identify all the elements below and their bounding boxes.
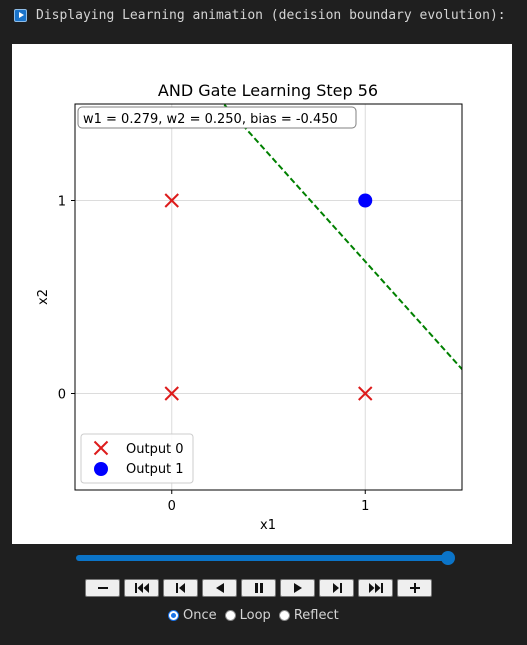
step-back-icon bbox=[175, 583, 185, 593]
frame-slider[interactable] bbox=[76, 551, 455, 565]
y-tick-label: 1 bbox=[58, 195, 66, 210]
x-axis-label: x1 bbox=[260, 518, 276, 533]
output-0-marker bbox=[358, 386, 373, 401]
next-frame-button[interactable] bbox=[319, 579, 354, 597]
weights-annotation-text: w1 = 0.279, w2 = 0.250, bias = -0.450 bbox=[83, 112, 338, 127]
once-label: Once bbox=[183, 608, 217, 623]
first-frame-button[interactable] bbox=[124, 579, 159, 597]
decrease-speed-button[interactable] bbox=[85, 579, 120, 597]
loop-radio[interactable] bbox=[224, 610, 236, 621]
output-0-marker bbox=[164, 386, 179, 401]
play-forward-icon bbox=[293, 583, 302, 593]
reflect-radio[interactable] bbox=[278, 610, 290, 621]
chart-title: AND Gate Learning Step 56 bbox=[158, 81, 378, 100]
slider-thumb[interactable] bbox=[441, 551, 455, 565]
reflect-label: Reflect bbox=[293, 608, 339, 623]
mode-once[interactable]: Once bbox=[168, 608, 217, 623]
mode-reflect[interactable]: Reflect bbox=[278, 608, 339, 623]
slider-track[interactable] bbox=[76, 555, 448, 561]
step-forward-icon bbox=[332, 583, 342, 593]
last-frame-button[interactable] bbox=[358, 579, 393, 597]
x-tick-label: 0 bbox=[168, 499, 176, 514]
figure-canvas: AND Gate Learning Step 56 0 1 0 1 x1 x2 w1 … bbox=[12, 44, 512, 544]
loop-mode-group: Once Loop Reflect bbox=[168, 608, 347, 623]
output-header: Displaying Learning animation (decision … bbox=[14, 6, 506, 24]
loop-label: Loop bbox=[239, 608, 271, 623]
plus-icon bbox=[409, 583, 420, 593]
mode-loop[interactable]: Loop bbox=[224, 608, 271, 623]
play-icon bbox=[14, 8, 27, 22]
header-text: Displaying Learning animation (decision … bbox=[36, 7, 506, 23]
weights-annotation: w1 = 0.279, w2 = 0.250, bias = -0.450 bbox=[77, 106, 357, 129]
legend-label-output-0: Output 0 bbox=[126, 442, 184, 457]
player-controls bbox=[85, 579, 432, 597]
y-axis-label: x2 bbox=[36, 289, 51, 305]
once-radio[interactable] bbox=[168, 610, 179, 621]
previous-frame-button[interactable] bbox=[163, 579, 198, 597]
decision-boundary-line bbox=[222, 104, 462, 371]
increase-speed-button[interactable] bbox=[397, 579, 432, 597]
play-reverse-button[interactable] bbox=[202, 579, 237, 597]
output-0-marker bbox=[164, 193, 179, 208]
play-reverse-icon bbox=[215, 583, 224, 593]
skip-to-start-icon bbox=[134, 583, 149, 593]
legend-label-output-1: Output 1 bbox=[126, 462, 184, 477]
legend-marker-output-0 bbox=[93, 440, 109, 456]
skip-to-end-icon bbox=[368, 583, 383, 593]
minus-icon bbox=[97, 587, 108, 589]
plot-frame bbox=[74, 103, 463, 491]
chart-svg: AND Gate Learning Step 56 0 1 0 1 x1 x2 w1 … bbox=[36, 81, 463, 533]
pause-icon bbox=[254, 583, 263, 593]
legend: Output 0 Output 1 bbox=[80, 433, 194, 484]
y-tick-label: 0 bbox=[58, 388, 66, 403]
x-tick-label: 1 bbox=[361, 499, 369, 514]
pause-button[interactable] bbox=[241, 579, 276, 597]
play-button[interactable] bbox=[280, 579, 315, 597]
legend-marker-output-1 bbox=[94, 462, 108, 476]
output-1-marker bbox=[358, 193, 373, 208]
